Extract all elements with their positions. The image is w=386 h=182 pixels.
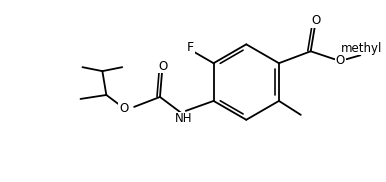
Text: O: O <box>119 102 128 115</box>
Text: O: O <box>336 54 345 67</box>
Text: O: O <box>158 60 168 73</box>
Text: F: F <box>187 41 194 54</box>
Text: O: O <box>311 14 320 27</box>
Text: NH: NH <box>175 112 193 125</box>
Text: methyl: methyl <box>341 42 382 55</box>
